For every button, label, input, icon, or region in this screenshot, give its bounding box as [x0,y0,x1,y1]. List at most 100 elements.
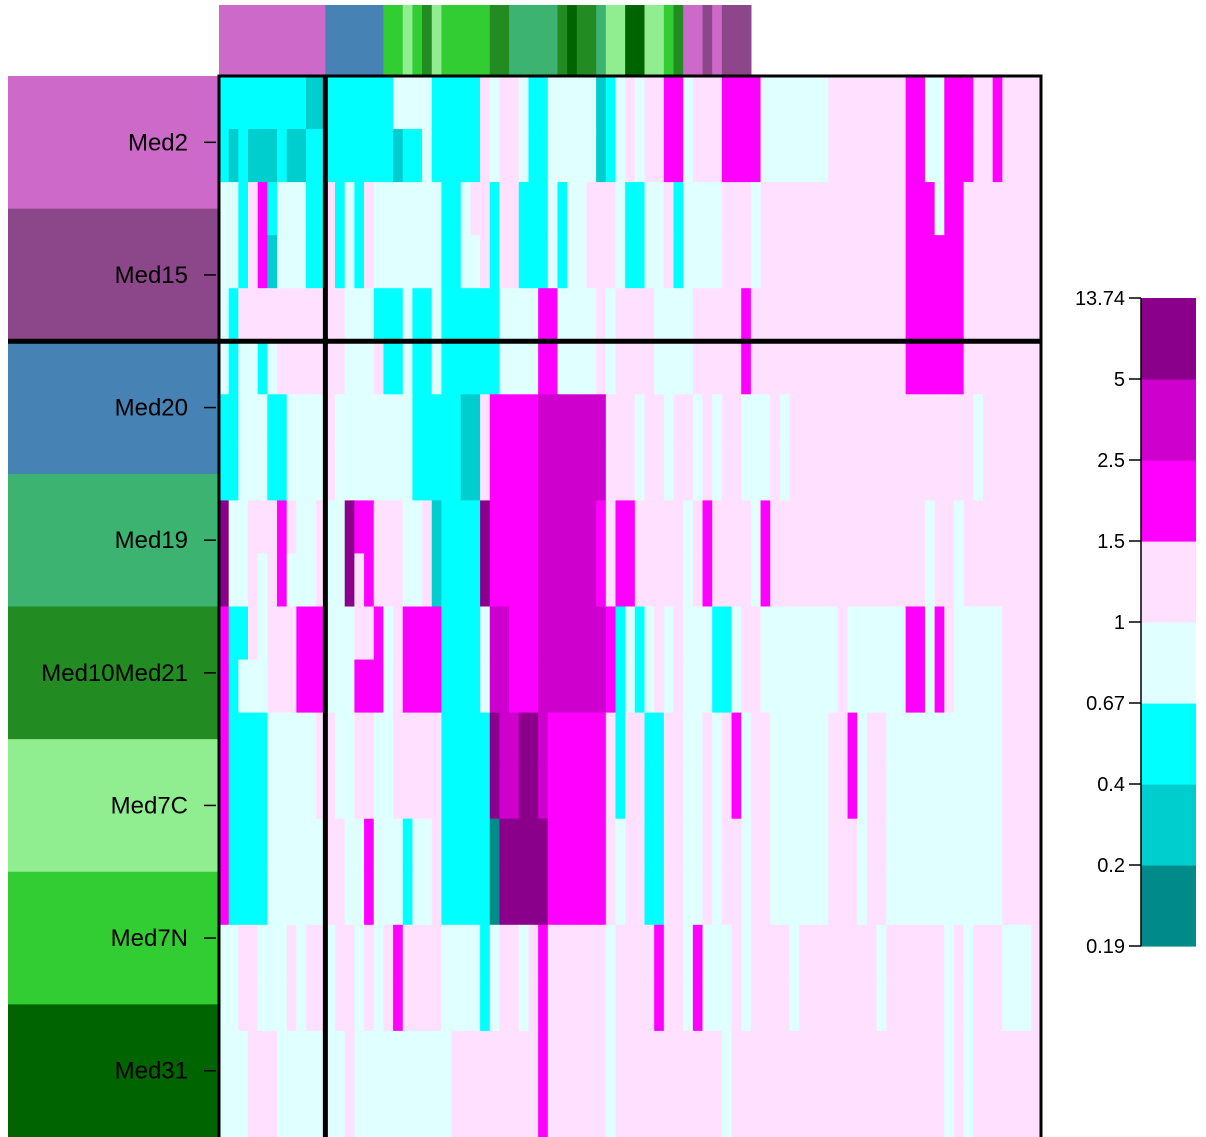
heatmap-cell [576,447,588,501]
heatmap-cell [518,447,530,501]
heatmap-cell [828,235,839,289]
heatmap-cell [393,1083,404,1137]
heatmap-cell [886,1030,897,1085]
heatmap-cell [586,500,597,555]
heatmap-cell [586,977,597,1032]
heatmap-cell [1031,712,1042,767]
column-annotation-segment [567,5,578,76]
heatmap-cell [895,606,907,661]
heatmap-cell [383,235,394,289]
heatmap-cell [973,288,984,342]
heatmap-cell [354,394,365,448]
heatmap-cell [422,1030,433,1085]
heatmap-cell [306,659,317,714]
heatmap-cell [944,288,955,342]
heatmap-cell [702,1083,713,1137]
heatmap-cell [567,341,578,395]
heatmap-cell [828,765,839,820]
heatmap-cell [286,606,297,661]
heatmap-cell [393,924,404,979]
heatmap-cell [915,765,926,820]
heatmap-cell [373,818,384,873]
heatmap-cell [451,288,462,342]
heatmap-cell [451,818,462,873]
heatmap-cell [760,129,771,183]
heatmap-cell [422,871,433,926]
heatmap-cell [547,288,559,342]
column-annotation-segment [489,5,510,76]
heatmap-cell [441,288,452,342]
heatmap-cell [818,871,829,926]
heatmap-cell [634,394,646,448]
heatmap-cell [528,977,539,1032]
heatmap-cell [837,235,849,289]
heatmap-cell [335,553,346,608]
heatmap-cell [402,235,414,289]
heatmap-cell [1021,659,1032,714]
heatmap-cell [325,447,336,501]
heatmap-cell [538,553,549,608]
heatmap-cell [934,871,945,926]
heatmap-cell [296,288,307,342]
heatmap-cell [944,500,955,555]
heatmap-cell [557,606,568,661]
heatmap-cell [586,76,597,130]
heatmap-cell [538,712,549,767]
heatmap-cell [538,818,549,873]
heatmap-cell [673,712,684,767]
heatmap-cell [1011,765,1023,820]
heatmap-cell [460,288,472,342]
heatmap-cell [847,235,858,289]
heatmap-cell [1021,394,1032,448]
heatmap-cell [934,765,945,820]
heatmap-cell [857,977,868,1032]
heatmap-cell [770,341,781,395]
heatmap-cell [538,659,549,714]
heatmap-cell [731,500,742,555]
heatmap-cell [489,341,501,395]
heatmap-cell [509,394,520,448]
heatmap-cell [499,765,510,820]
heatmap-cell [992,712,1003,767]
heatmap-cell [1011,712,1023,767]
heatmap-cell [847,129,858,183]
heatmap-cell [422,76,433,130]
heatmap-cell [673,76,684,130]
heatmap-cell [905,235,916,289]
heatmap-cell [557,1030,568,1085]
heatmap-cell [470,871,481,926]
heatmap-cell [953,447,965,501]
heatmap-cell [219,977,230,1032]
heatmap-cell [373,606,384,661]
heatmap-cell [219,553,230,608]
heatmap-cell [596,1030,607,1085]
heatmap-cell [567,712,578,767]
heatmap-cell [325,712,336,767]
heatmap-cell [364,500,375,555]
heatmap-cell [644,712,655,767]
heatmap-cell [770,553,781,608]
heatmap-cell [876,818,887,873]
heatmap-cell [770,394,781,448]
legend-swatch [1141,622,1196,704]
heatmap-cell [451,447,462,501]
heatmap-cell [808,500,820,555]
heatmap-cell [325,553,336,608]
heatmap-cell [460,977,472,1032]
heatmap-cell [470,1030,481,1085]
heatmap-cell [944,871,955,926]
heatmap-cell [760,818,771,873]
heatmap-cell [277,1030,288,1085]
heatmap-cell [944,129,955,183]
heatmap-cell [441,606,452,661]
heatmap-cell [644,765,655,820]
heatmap-cell [615,818,626,873]
heatmap-cell [615,1083,626,1137]
heatmap-cell [364,76,375,130]
heatmap-cell [383,500,394,555]
heatmap-cell [344,765,355,820]
heatmap-cell [335,712,346,767]
heatmap-cell [692,76,704,130]
heatmap-cell [644,182,655,236]
legend-tick-label: 0.2 [1097,855,1125,877]
